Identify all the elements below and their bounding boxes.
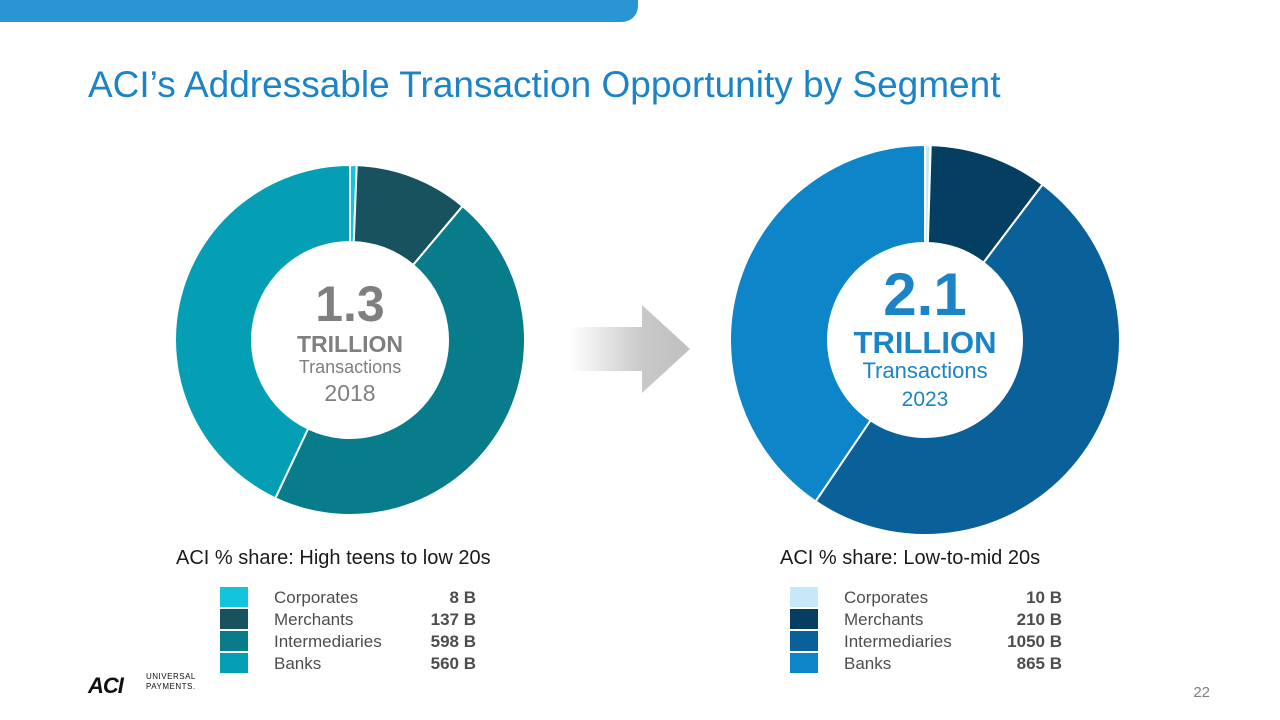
center-unit: TRILLION: [853, 325, 997, 360]
legend-swatch: [790, 587, 818, 607]
donut-chart-2018: [174, 163, 526, 516]
legend-value: 598 B: [430, 632, 476, 651]
logo-line-2: PAYMENTS.: [146, 682, 196, 691]
logo-text: UNIVERSAL PAYMENTS.: [146, 672, 196, 692]
legend-value: 8 B: [449, 588, 476, 607]
legend-swatch: [220, 609, 248, 629]
legend-value: 10 B: [1026, 588, 1062, 607]
legend-label: Merchants: [274, 610, 354, 629]
share-caption-2023: ACI % share: Low-to-mid 20s: [780, 547, 1041, 569]
legend-swatch: [790, 653, 818, 673]
donut-center-2023: 2.1 TRILLION Transactions 2023: [825, 261, 1025, 411]
legend-label: Corporates: [844, 588, 929, 607]
donut-center-2018: 1.3 TRILLION Transactions 2018: [250, 279, 450, 405]
right-arrow-icon: [570, 305, 690, 393]
center-year: 2023: [901, 388, 949, 411]
legend-value: 865 B: [1016, 654, 1062, 673]
legend-value: 137 B: [430, 610, 476, 629]
legend-label: Merchants: [844, 610, 924, 629]
legend-value: 210 B: [1016, 610, 1062, 629]
donut-slice-banks: [729, 143, 926, 503]
center-year: 2018: [324, 380, 376, 406]
share-caption-2018: ACI % share: High teens to low 20s: [176, 547, 491, 569]
legend-swatch: [220, 631, 248, 651]
legend-value: 560 B: [430, 654, 476, 673]
center-label: Transactions: [862, 358, 988, 383]
legend-value: 1050 B: [1007, 632, 1062, 651]
legend-label: Intermediaries: [844, 632, 952, 651]
legend-label: Banks: [274, 654, 322, 673]
legend-label: Intermediaries: [274, 632, 382, 651]
center-total-value: 1.3: [315, 276, 385, 332]
top-accent-bar: [0, 0, 638, 22]
legend-label: Corporates: [274, 588, 359, 607]
legend-swatch: [220, 653, 248, 673]
page-number: 22: [1193, 684, 1210, 701]
legend-swatch: [790, 609, 818, 629]
donut-chart-2023: [729, 143, 1121, 536]
legend-swatch: [790, 631, 818, 651]
legend-swatch: [220, 587, 248, 607]
legend-label: Banks: [844, 654, 892, 673]
slide-title: ACI’s Addressable Transaction Opportunit…: [88, 64, 1001, 105]
center-unit: TRILLION: [296, 331, 404, 357]
donut-slice-intermediaries: [814, 183, 1121, 536]
logo-mark: ACI: [88, 673, 124, 698]
logo-line-1: UNIVERSAL: [146, 672, 196, 681]
donut-slice-intermediaries: [273, 204, 526, 516]
center-total-value: 2.1: [883, 261, 967, 328]
donut-slice-banks: [174, 163, 351, 500]
center-label: Transactions: [298, 357, 402, 377]
